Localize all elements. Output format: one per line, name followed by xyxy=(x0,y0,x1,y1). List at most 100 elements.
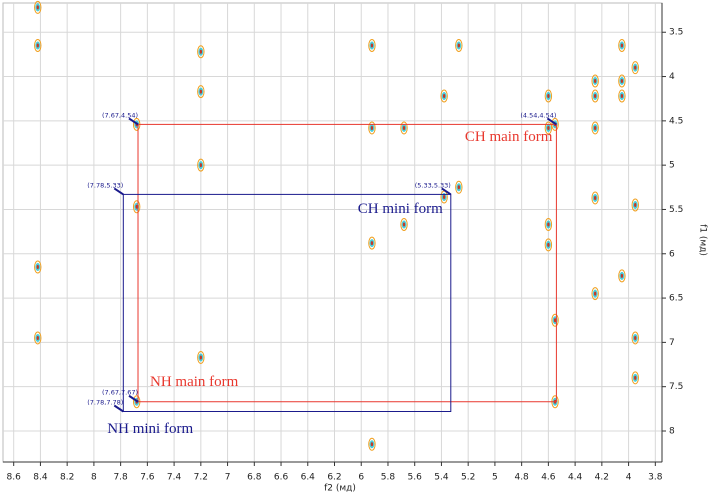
y-tick-label: 4.5 xyxy=(669,116,683,126)
peak-contour-outer xyxy=(34,39,42,53)
peak xyxy=(618,269,626,283)
y-tick-label: 8 xyxy=(669,426,675,436)
peak xyxy=(544,121,553,135)
peak-contour-core xyxy=(199,163,203,168)
x-tick-label: 5 xyxy=(492,473,498,483)
peak xyxy=(618,74,626,88)
peak xyxy=(591,121,599,135)
peak-contour-outer xyxy=(368,437,376,451)
peak-contour-outer xyxy=(400,218,408,232)
x-tick-label: 8 xyxy=(91,473,97,483)
peak-contour-core xyxy=(547,242,550,247)
y-tick-label: 5 xyxy=(669,161,675,171)
cross-peak-box xyxy=(122,193,452,412)
peak-contour-outer xyxy=(132,200,141,214)
peak-contour-core xyxy=(402,125,406,130)
peak-contour-core xyxy=(620,78,624,83)
peak-contour-outer xyxy=(368,39,376,53)
corner-arrow xyxy=(113,187,124,196)
peak-contour-outer xyxy=(631,331,639,345)
peak-contour-core xyxy=(553,318,557,323)
corner-label: (7.67,4.54) xyxy=(102,111,138,119)
peak-contour-core xyxy=(634,375,637,380)
corner-arrow xyxy=(441,187,452,196)
peak-contour-core xyxy=(370,43,374,48)
y-tick-label: 7 xyxy=(669,338,675,348)
peak-contour-outer xyxy=(591,89,599,103)
peak-contour-core xyxy=(634,203,637,208)
peak xyxy=(197,85,205,99)
x-tick-label: 7.8 xyxy=(113,473,128,483)
peak-contour-core xyxy=(370,125,374,130)
peak-contour-core xyxy=(620,43,624,48)
peak xyxy=(400,218,408,232)
corner-label: (7.78,5.33) xyxy=(87,181,123,189)
peak-contour-outer xyxy=(544,218,553,232)
peak xyxy=(34,331,42,345)
corner-label: (7.78,7.78) xyxy=(87,398,123,406)
x-tick-label: 8.2 xyxy=(60,473,74,483)
peak xyxy=(591,74,599,88)
x-tick-label: 4.6 xyxy=(541,473,556,483)
box-annotation: CH main form xyxy=(465,129,553,145)
box-annotation: NH main form xyxy=(150,374,239,390)
x-tick-label: 7 xyxy=(225,473,231,483)
peak xyxy=(197,350,205,364)
x-tick-label: 8.4 xyxy=(33,473,48,483)
y-tick-label: 3.5 xyxy=(669,28,683,38)
peak xyxy=(618,89,626,103)
peak-contour-outer xyxy=(631,198,639,212)
peak-contour-core xyxy=(593,78,597,83)
peak-contour-core xyxy=(442,195,446,200)
x-tick-label: 4 xyxy=(626,473,632,483)
peak-contour-core xyxy=(199,89,203,94)
peak xyxy=(544,238,553,252)
peak-contour-outer xyxy=(631,61,639,75)
peak-contour-outer xyxy=(618,89,626,103)
peak xyxy=(544,218,553,232)
peak-contour-core xyxy=(547,125,550,130)
peak xyxy=(631,61,639,75)
y-tick-label: 7.5 xyxy=(669,382,683,392)
peak xyxy=(618,39,626,53)
y-tick-label: 6.5 xyxy=(669,294,683,304)
peak xyxy=(440,89,448,103)
peak xyxy=(440,190,448,204)
corner-label: (7.67,7.67) xyxy=(102,389,138,397)
box-annotation: CH mini form xyxy=(358,201,443,217)
peak-contour-outer xyxy=(618,74,626,88)
peak-contour-core xyxy=(199,355,203,360)
x-tick-label: 5.4 xyxy=(434,473,449,483)
peak-contour-outer xyxy=(197,85,205,99)
peak xyxy=(368,437,376,451)
x-tick-label: 5.6 xyxy=(408,473,423,483)
corner-arrow xyxy=(546,117,557,126)
peak-contour-core xyxy=(634,335,637,340)
y-tick-label: 6 xyxy=(669,249,675,259)
x-tick-label: 6 xyxy=(358,473,364,483)
y-tick-label: 4 xyxy=(669,72,675,82)
x-tick-label: 6.4 xyxy=(301,473,316,483)
peak xyxy=(368,39,376,53)
peak xyxy=(455,180,463,194)
peak-contour-core xyxy=(620,273,624,278)
corner-arrow xyxy=(128,117,139,126)
peak xyxy=(197,158,205,172)
x-tick-label: 6.6 xyxy=(274,473,289,483)
peak xyxy=(34,0,42,14)
cross-peak-box xyxy=(137,123,557,403)
x-tick-label: 4.8 xyxy=(514,473,529,483)
peak-contour-outer xyxy=(34,260,42,274)
peak-contour-outer xyxy=(544,238,553,252)
peak xyxy=(34,39,42,53)
peak-contour-core xyxy=(593,291,597,296)
peak-contour-outer xyxy=(368,121,376,135)
peak-contour-outer xyxy=(618,39,626,53)
x-tick-label: 7.4 xyxy=(167,473,182,483)
x-tick-label: 7.6 xyxy=(140,473,155,483)
peak-contour-core xyxy=(135,204,138,209)
peak xyxy=(591,191,599,205)
peak-contour-core xyxy=(547,222,550,227)
peak xyxy=(631,371,639,385)
